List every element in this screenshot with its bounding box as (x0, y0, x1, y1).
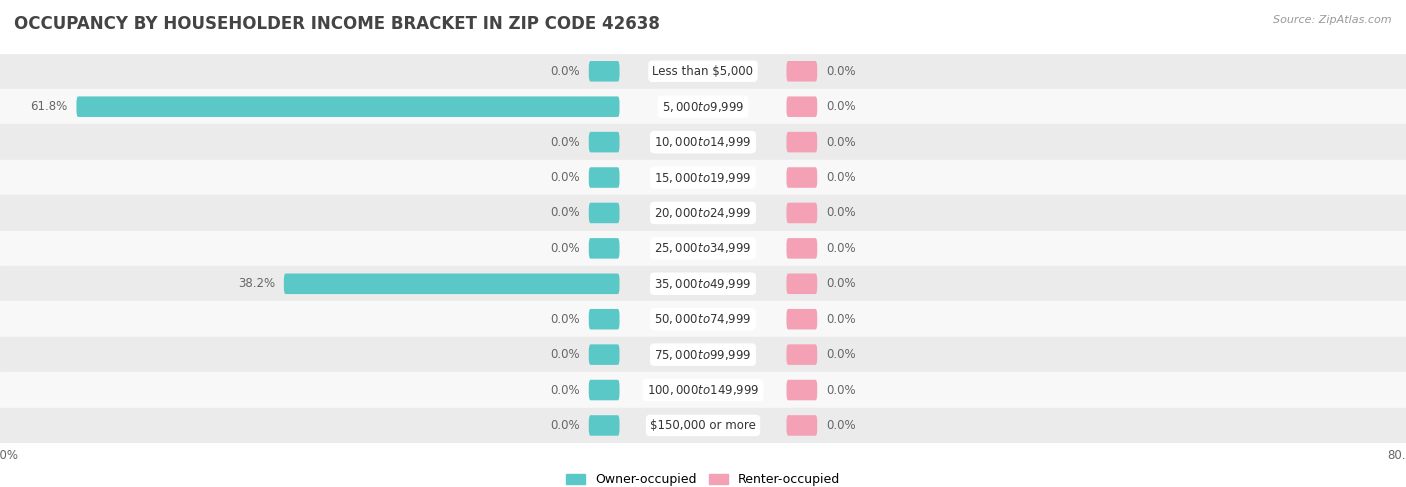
Text: $10,000 to $14,999: $10,000 to $14,999 (654, 135, 752, 149)
Text: $150,000 or more: $150,000 or more (650, 419, 756, 432)
Text: $25,000 to $34,999: $25,000 to $34,999 (654, 242, 752, 255)
FancyBboxPatch shape (786, 415, 817, 436)
Text: Less than $5,000: Less than $5,000 (652, 65, 754, 78)
Text: $50,000 to $74,999: $50,000 to $74,999 (654, 312, 752, 326)
Text: 0.0%: 0.0% (827, 100, 856, 113)
Bar (0, 160, 1406, 195)
Text: 0.0%: 0.0% (550, 242, 581, 255)
Text: $100,000 to $149,999: $100,000 to $149,999 (647, 383, 759, 397)
FancyBboxPatch shape (786, 274, 817, 294)
Bar (0, 89, 1406, 124)
Text: $15,000 to $19,999: $15,000 to $19,999 (654, 170, 752, 185)
Text: 38.2%: 38.2% (238, 277, 276, 290)
Text: 0.0%: 0.0% (827, 419, 856, 432)
Bar (0, 373, 1406, 408)
Bar (0, 124, 1406, 160)
Bar (0, 195, 1406, 231)
Bar (0, 266, 1406, 301)
Text: 0.0%: 0.0% (827, 277, 856, 290)
Text: $20,000 to $24,999: $20,000 to $24,999 (654, 206, 752, 220)
Text: 0.0%: 0.0% (550, 313, 581, 326)
FancyBboxPatch shape (284, 274, 620, 294)
Text: 0.0%: 0.0% (827, 135, 856, 149)
Text: 0.0%: 0.0% (827, 313, 856, 326)
FancyBboxPatch shape (76, 96, 620, 117)
Text: 0.0%: 0.0% (550, 171, 581, 184)
Bar (0, 231, 1406, 266)
Text: 0.0%: 0.0% (827, 171, 856, 184)
Text: 61.8%: 61.8% (31, 100, 67, 113)
Text: 0.0%: 0.0% (827, 242, 856, 255)
Text: 0.0%: 0.0% (550, 206, 581, 220)
FancyBboxPatch shape (786, 380, 817, 400)
Text: $5,000 to $9,999: $5,000 to $9,999 (662, 100, 744, 113)
Text: 0.0%: 0.0% (827, 65, 856, 78)
Legend: Owner-occupied, Renter-occupied: Owner-occupied, Renter-occupied (561, 468, 845, 487)
Bar (0, 54, 1406, 89)
FancyBboxPatch shape (786, 344, 817, 365)
Text: 0.0%: 0.0% (827, 348, 856, 361)
FancyBboxPatch shape (786, 167, 817, 188)
Text: $35,000 to $49,999: $35,000 to $49,999 (654, 277, 752, 291)
Text: 0.0%: 0.0% (550, 135, 581, 149)
Text: OCCUPANCY BY HOUSEHOLDER INCOME BRACKET IN ZIP CODE 42638: OCCUPANCY BY HOUSEHOLDER INCOME BRACKET … (14, 15, 659, 33)
FancyBboxPatch shape (786, 203, 817, 223)
FancyBboxPatch shape (589, 415, 620, 436)
Text: 0.0%: 0.0% (550, 348, 581, 361)
FancyBboxPatch shape (786, 61, 817, 81)
Bar (0, 337, 1406, 373)
FancyBboxPatch shape (589, 309, 620, 330)
Text: $75,000 to $99,999: $75,000 to $99,999 (654, 348, 752, 362)
Text: Source: ZipAtlas.com: Source: ZipAtlas.com (1274, 15, 1392, 25)
Text: 0.0%: 0.0% (827, 206, 856, 220)
FancyBboxPatch shape (589, 203, 620, 223)
Text: 0.0%: 0.0% (827, 384, 856, 396)
FancyBboxPatch shape (589, 380, 620, 400)
FancyBboxPatch shape (589, 344, 620, 365)
Text: 0.0%: 0.0% (550, 65, 581, 78)
Bar (0, 408, 1406, 443)
FancyBboxPatch shape (786, 238, 817, 259)
FancyBboxPatch shape (589, 238, 620, 259)
FancyBboxPatch shape (589, 61, 620, 81)
FancyBboxPatch shape (786, 309, 817, 330)
FancyBboxPatch shape (786, 96, 817, 117)
Text: 0.0%: 0.0% (550, 419, 581, 432)
FancyBboxPatch shape (786, 132, 817, 152)
FancyBboxPatch shape (589, 132, 620, 152)
Bar (0, 301, 1406, 337)
FancyBboxPatch shape (589, 167, 620, 188)
Text: 0.0%: 0.0% (550, 384, 581, 396)
